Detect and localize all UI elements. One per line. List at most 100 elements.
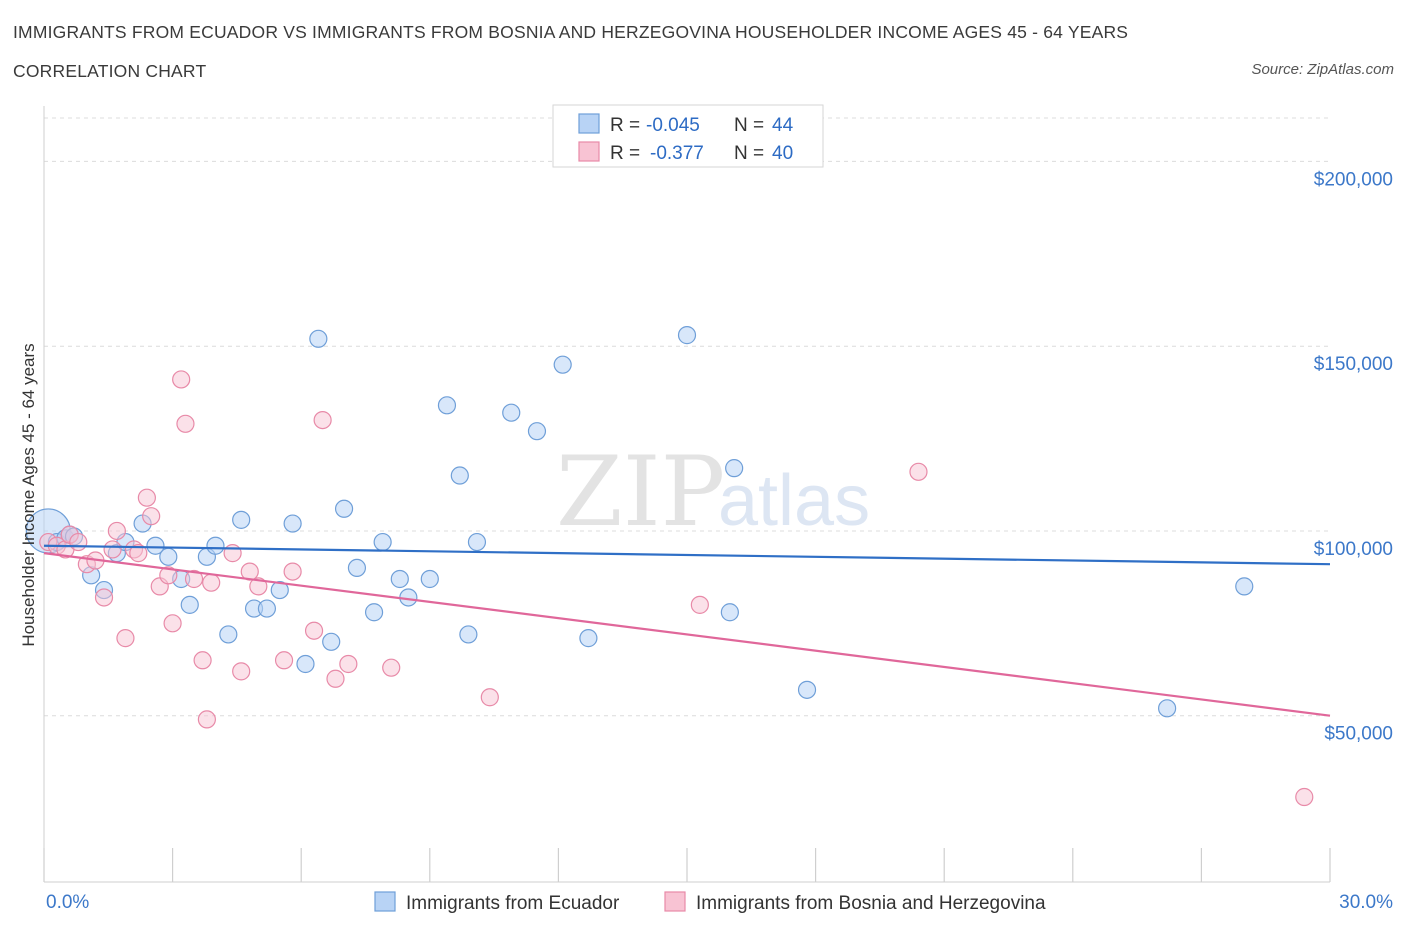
point-ecuador-45 — [1235, 577, 1254, 596]
point-bosnia-25 — [232, 662, 251, 681]
point-bosnia-16 — [159, 566, 178, 585]
bottom-legend-swatch-bosnia — [664, 891, 686, 912]
point-ecuador-38 — [553, 355, 572, 374]
point-ecuador-23 — [309, 329, 328, 348]
point-bosnia-32 — [326, 669, 345, 688]
y-axis-label: Householder Income Ages 45 - 64 years — [19, 343, 38, 646]
point-bosnia-10 — [116, 629, 135, 648]
x-tick-label-max: 30.0% — [1339, 892, 1393, 913]
watermark-zip: ZIP — [556, 436, 725, 548]
point-ecuador-17 — [232, 510, 251, 529]
x-tick-labels: 0.0% 30.0% — [46, 892, 1393, 913]
point-ecuador-44 — [1158, 699, 1177, 718]
y-tick-label-1: $100,000 — [1314, 539, 1393, 560]
point-ecuador-39 — [579, 629, 598, 648]
point-bosnia-9 — [107, 521, 126, 541]
y-tick-label-0: $50,000 — [1324, 724, 1393, 745]
trend-line-ecuador — [43, 544, 1331, 566]
bottom-legend-swatch-ecuador — [374, 891, 396, 912]
bottom-legend-label-ecuador: Immigrants from Ecuador — [406, 893, 620, 914]
point-ecuador-13 — [180, 595, 199, 614]
legend-swatch-ecuador — [578, 113, 600, 134]
legend-swatch-bosnia — [578, 141, 600, 162]
point-bosnia-22 — [197, 710, 216, 729]
point-ecuador-28 — [373, 532, 392, 552]
source-credit: Source: ZipAtlas.com — [1251, 61, 1394, 78]
point-ecuador-35 — [467, 532, 487, 552]
point-bosnia-31 — [313, 410, 332, 430]
point-ecuador-40 — [677, 326, 697, 345]
x-tick-label-min: 0.0% — [46, 892, 89, 913]
watermark: ZIP atlas — [556, 436, 870, 548]
point-bosnia-37 — [909, 462, 928, 481]
point-bosnia-4 — [69, 532, 88, 552]
series-legend: Immigrants from Ecuador Immigrants from … — [374, 891, 1046, 914]
chart-title: IMMIGRANTS FROM ECUADOR VS IMMIGRANTS FR… — [13, 22, 1129, 42]
legend-n-value-ecuador: 44 — [772, 115, 794, 136]
trend-lines — [43, 544, 1331, 717]
legend-r-value-ecuador: -0.045 — [646, 115, 700, 136]
legend-n-value-bosnia: 40 — [772, 143, 793, 164]
point-bosnia-21 — [193, 651, 212, 670]
point-bosnia-29 — [283, 562, 302, 581]
point-ecuador-25 — [334, 499, 354, 518]
point-bosnia-7 — [94, 588, 114, 607]
point-ecuador-15 — [206, 536, 225, 555]
y-tick-labels: $50,000 $100,000 $150,000 $200,000 — [1314, 169, 1393, 744]
y-tick-label-3: $200,000 — [1314, 169, 1393, 190]
point-bosnia-36 — [690, 595, 709, 614]
point-bosnia-14 — [142, 507, 161, 526]
point-ecuador-33 — [450, 466, 469, 485]
chart-subtitle: CORRELATION CHART — [13, 61, 207, 81]
point-ecuador-11 — [159, 547, 178, 566]
point-ecuador-36 — [502, 403, 521, 422]
point-ecuador-16 — [219, 625, 238, 644]
point-ecuador-42 — [720, 603, 739, 622]
point-ecuador-24 — [322, 632, 341, 651]
point-ecuador-26 — [347, 558, 367, 578]
point-bosnia-38 — [1295, 787, 1314, 807]
point-bosnia-23 — [202, 573, 221, 592]
point-ecuador-34 — [459, 625, 478, 644]
axes — [43, 106, 1331, 883]
point-ecuador-37 — [527, 422, 547, 441]
grid-lines — [44, 117, 1330, 717]
point-bosnia-13 — [137, 488, 156, 507]
point-bosnia-20 — [184, 569, 204, 589]
point-ecuador-32 — [437, 396, 457, 415]
point-ecuador-22 — [296, 654, 315, 674]
legend-n-label-ecuador: N = — [734, 115, 764, 136]
point-ecuador-10 — [146, 536, 165, 555]
point-ecuador-29 — [390, 569, 409, 589]
point-ecuador-31 — [420, 569, 439, 589]
point-bosnia-30 — [304, 621, 324, 640]
legend-r-label-bosnia: R = — [610, 143, 640, 164]
point-bosnia-8 — [103, 540, 122, 559]
point-bosnia-27 — [249, 577, 268, 596]
point-bosnia-17 — [163, 614, 182, 633]
legend-r-value-bosnia: -0.377 — [650, 143, 704, 164]
point-bosnia-35 — [480, 688, 499, 707]
series-bosnia-points — [39, 370, 1314, 807]
point-bosnia-24 — [223, 544, 242, 563]
point-bosnia-19 — [176, 414, 195, 433]
watermark-atlas: atlas — [718, 461, 870, 541]
point-ecuador-21 — [283, 514, 302, 533]
point-ecuador-43 — [797, 680, 817, 699]
point-bosnia-34 — [382, 658, 401, 677]
y-tick-label-2: $150,000 — [1314, 354, 1393, 375]
bottom-legend-label-bosnia: Immigrants from Bosnia and Herzegovina — [696, 893, 1046, 914]
legend-r-label-ecuador: R = — [610, 115, 640, 136]
point-bosnia-12 — [129, 544, 148, 563]
point-ecuador-19 — [257, 599, 277, 618]
correlation-legend: R = -0.045 N = 44 R = -0.377 N = 40 — [552, 104, 824, 168]
series-ecuador-points — [25, 326, 1254, 718]
point-bosnia-28 — [274, 651, 294, 670]
trend-line-bosnia — [43, 552, 1331, 717]
point-ecuador-27 — [364, 603, 384, 622]
point-ecuador-41 — [725, 459, 744, 478]
point-bosnia-33 — [339, 654, 358, 674]
legend-n-label-bosnia: N = — [734, 143, 764, 164]
point-ecuador-20 — [270, 580, 289, 600]
